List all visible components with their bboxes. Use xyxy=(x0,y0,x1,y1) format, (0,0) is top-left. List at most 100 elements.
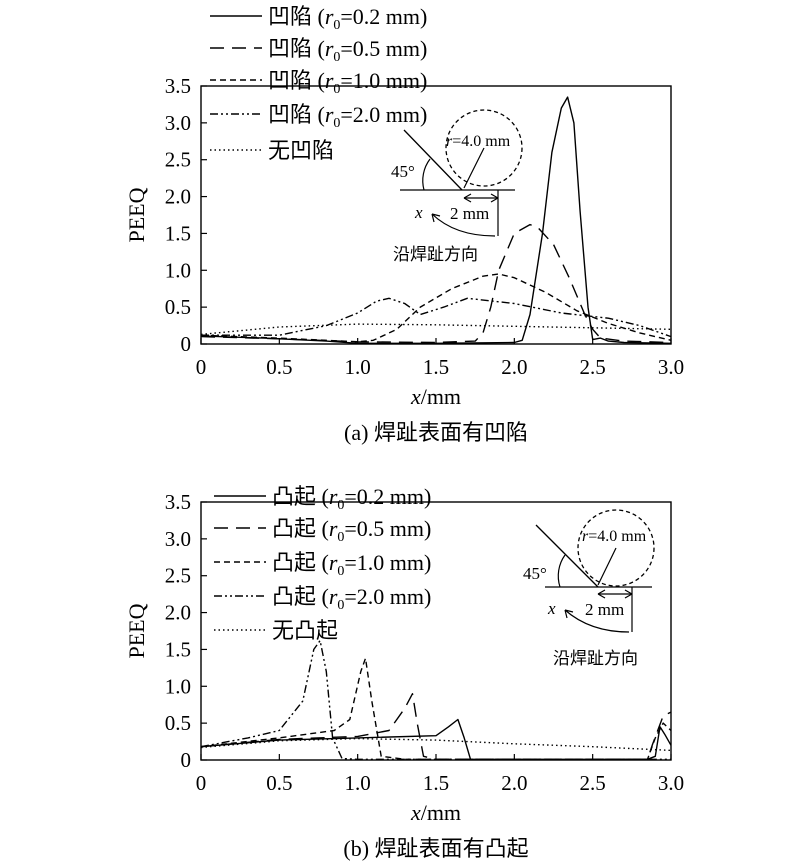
series-line-short-dash xyxy=(200,657,672,760)
legend-item: 凹陷 (r0=0.5 mm) xyxy=(210,36,427,65)
series-line-solid xyxy=(200,96,672,344)
legend-label: 凸起 (r0=0.5 mm) xyxy=(272,516,431,545)
inset-radius-line xyxy=(463,147,485,189)
y-axis-label: PEEQ xyxy=(124,187,149,242)
x-tick-label: 1.0 xyxy=(345,771,371,795)
x-tick-label: 1.0 xyxy=(345,355,371,379)
y-tick-label: 0.5 xyxy=(165,711,191,735)
y-tick-label: 3.5 xyxy=(165,490,191,514)
legend-item: 凹陷 (r0=0.2 mm) xyxy=(210,4,427,33)
legend-item: 凸起 (r0=2.0 mm) xyxy=(214,584,431,613)
inset-direction-arrow xyxy=(431,213,496,237)
x-tick-label: 1.5 xyxy=(423,771,449,795)
inset-weld-line xyxy=(535,524,599,588)
inset-direction-label: 沿焊趾方向 xyxy=(393,245,478,264)
x-tick-label: 2.5 xyxy=(580,355,606,379)
inset-circle xyxy=(577,509,655,587)
inset-weld-line xyxy=(403,129,463,191)
legend-item: 凸起 (r0=1.0 mm) xyxy=(214,550,431,579)
inset-circle xyxy=(445,109,523,187)
y-tick-label: 2.5 xyxy=(165,148,191,172)
inset-direction-arrow xyxy=(564,609,630,633)
x-ticks: 0 0.5 1.0 1.5 2.0 2.5 3.0 xyxy=(196,754,684,795)
y-tick-label: 0 xyxy=(181,332,192,356)
x-tick-label: 0 xyxy=(196,355,207,379)
series-line-long-dash xyxy=(200,223,672,344)
inset-angle-label: 45° xyxy=(523,564,547,583)
legend-label: 凹陷 (r0=0.2 mm) xyxy=(268,4,427,33)
inset-diagram: 45° r=4.0 mm 2 mm x 沿焊趾方向 xyxy=(391,109,523,264)
inset-axis-label: x xyxy=(547,599,556,618)
x-tick-label: 2.0 xyxy=(501,355,527,379)
y-tick-label: 3.0 xyxy=(165,111,191,135)
legend-label: 无凸起 xyxy=(272,618,338,643)
legend-item: 凹陷 (r0=1.0 mm) xyxy=(210,68,427,97)
legend-label: 凸起 (r0=1.0 mm) xyxy=(272,550,431,579)
inset-angle-arc xyxy=(557,554,566,588)
y-tick-label: 1.5 xyxy=(165,221,191,245)
x-ticks: 0 0.5 1.0 1.5 2.0 2.5 3.0 xyxy=(196,338,684,379)
chart-panel-a: 0 0.5 1.0 1.5 2.0 2.5 3.0 3.5 0 0.5 1.0 1.5 2.0 2.5 3… xyxy=(124,4,684,445)
legend-label: 无凹陷 xyxy=(268,138,334,163)
legend: 凸起 (r0=0.2 mm) 凸起 (r0=0.5 mm) 凸起 (r0=1.0… xyxy=(214,484,431,643)
x-tick-label: 0.5 xyxy=(266,771,292,795)
series-group xyxy=(200,639,672,760)
y-tick-label: 0 xyxy=(181,748,192,772)
y-tick-label: 3.0 xyxy=(165,527,191,551)
y-tick-label: 2.5 xyxy=(165,564,191,588)
inset-axis-label: x xyxy=(414,203,423,222)
series-group xyxy=(200,96,672,344)
inset-offset-arrows xyxy=(463,193,499,203)
x-tick-label: 0.5 xyxy=(266,355,292,379)
legend-label: 凹陷 (r0=2.0 mm) xyxy=(268,102,427,131)
x-tick-label: 2.5 xyxy=(580,771,606,795)
series-line-dotted xyxy=(200,323,672,336)
legend-item: 凸起 (r0=0.2 mm) xyxy=(214,484,431,513)
legend-item: 凹陷 (r0=2.0 mm) xyxy=(210,102,427,131)
legend-label: 凸起 (r0=0.2 mm) xyxy=(272,484,431,513)
y-tick-label: 1.5 xyxy=(165,637,191,661)
legend-item: 无凸起 xyxy=(214,618,338,643)
inset-offset-arrows xyxy=(597,589,633,599)
y-tick-label: 2.0 xyxy=(165,185,191,209)
inset-diagram: 45° r=4.0 mm 2 mm x 沿焊趾方向 xyxy=(523,509,655,668)
y-tick-label: 3.5 xyxy=(165,74,191,98)
inset-radius-line xyxy=(597,547,617,586)
y-tick-label: 0.5 xyxy=(165,295,191,319)
x-tick-label: 1.5 xyxy=(423,355,449,379)
legend-item: 凸起 (r0=0.5 mm) xyxy=(214,516,431,545)
series-line-long-dash xyxy=(200,693,672,760)
y-tick-label: 2.0 xyxy=(165,601,191,625)
series-line-dotted xyxy=(200,737,672,752)
series-line-dash-dot xyxy=(201,297,672,338)
series-line-dash-dot xyxy=(200,639,671,760)
x-tick-label: 2.0 xyxy=(501,771,527,795)
inset-radius-label: r=4.0 mm xyxy=(446,133,511,150)
caption: (a) 焊趾表面有凹陷 xyxy=(344,420,528,445)
y-tick-label: 1.0 xyxy=(165,258,191,282)
x-axis-label: x/mm xyxy=(410,384,461,409)
y-axis-label: PEEQ xyxy=(124,603,149,658)
x-axis-label: x/mm xyxy=(410,800,461,825)
inset-radius-label: r=4.0 mm xyxy=(582,528,647,545)
legend-label: 凹陷 (r0=0.5 mm) xyxy=(268,36,427,65)
inset-angle-label: 45° xyxy=(391,162,415,181)
inset-angle-arc xyxy=(422,158,431,191)
inset-offset-label: 2 mm xyxy=(450,204,489,223)
legend: 凹陷 (r0=0.2 mm) 凹陷 (r0=0.5 mm) 凹陷 (r0=1.0… xyxy=(210,4,427,163)
legend-label: 凸起 (r0=2.0 mm) xyxy=(272,584,431,613)
y-tick-label: 1.0 xyxy=(165,674,191,698)
x-tick-label: 3.0 xyxy=(658,771,684,795)
legend-label: 凹陷 (r0=1.0 mm) xyxy=(268,68,427,97)
chart-panel-b: 0 0.5 1.0 1.5 2.0 2.5 3.0 3.5 0 0.5 1.0 1.5 2.0 2.5 3… xyxy=(124,484,684,861)
series-line-short-dash xyxy=(200,273,672,343)
legend-item: 无凹陷 xyxy=(210,138,334,163)
inset-direction-label: 沿焊趾方向 xyxy=(553,649,638,668)
inset-offset-label: 2 mm xyxy=(585,600,624,619)
y-ticks: 0 0.5 1.0 1.5 2.0 2.5 3.0 3.5 xyxy=(165,74,207,356)
x-tick-label: 3.0 xyxy=(658,355,684,379)
caption: (b) 焊趾表面有凸起 xyxy=(343,836,528,861)
x-tick-label: 0 xyxy=(196,771,207,795)
y-ticks: 0 0.5 1.0 1.5 2.0 2.5 3.0 3.5 xyxy=(165,490,207,772)
